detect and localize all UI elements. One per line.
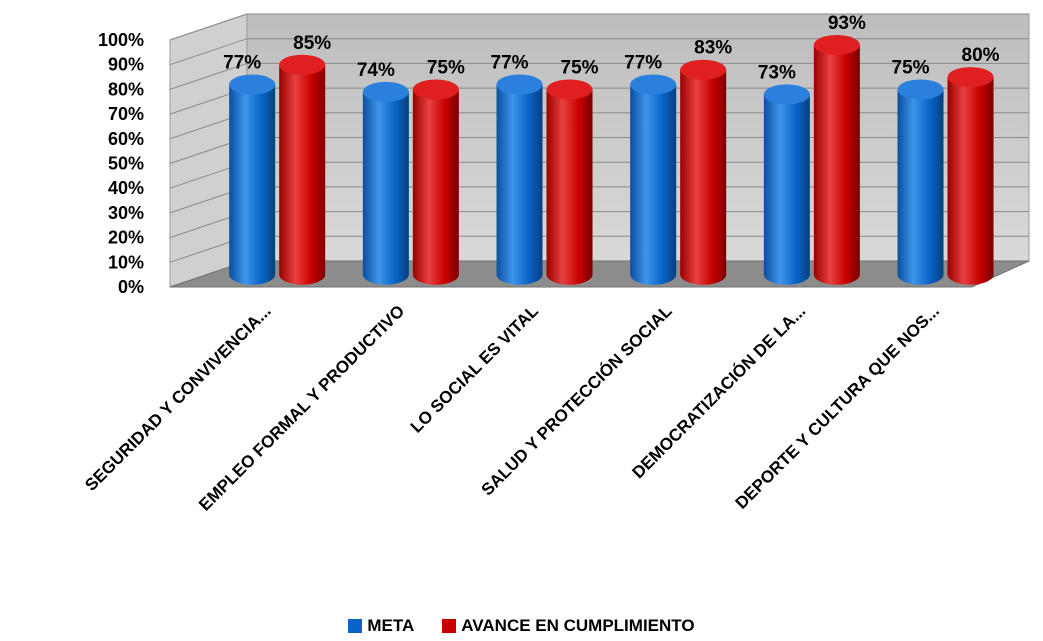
y-tick-label: 90% [108, 55, 144, 75]
x-category-label: LO SOCIAL ES VITAL [407, 301, 542, 436]
bar-top [763, 84, 810, 105]
bar-body [897, 89, 944, 285]
bar-body [630, 84, 677, 285]
bar-avance [947, 67, 994, 285]
x-category-label: EMPLEO FORMAL Y PRODUCTIVO [195, 301, 408, 514]
bar-top [496, 74, 543, 95]
bar-meta [763, 84, 810, 285]
data-label-meta: 77% [624, 53, 662, 74]
bar-avance [680, 59, 727, 285]
data-label-meta: 77% [491, 53, 529, 74]
bar-avance [279, 54, 326, 285]
y-tick-label: 50% [108, 154, 144, 174]
bar-top [279, 54, 326, 75]
bar-top [546, 79, 593, 100]
data-label-avance: 83% [694, 38, 732, 59]
y-tick-label: 0% [118, 277, 144, 297]
bar-body [546, 89, 593, 285]
bar-body [763, 94, 810, 285]
bar-top [680, 59, 727, 80]
y-tick-label: 30% [108, 203, 144, 223]
y-axis: 0% 10% 20% 30% 40% 50% 60% 70% 80% 90% 100% [98, 30, 144, 297]
bar-top [229, 74, 276, 95]
bar-body [279, 64, 326, 285]
bar-body [229, 84, 276, 285]
data-label-meta: 77% [223, 53, 261, 74]
bar-body [412, 89, 459, 285]
bar-body [496, 84, 543, 285]
x-axis: SEGURIDAD Y CONVIVENCIA...EMPLEO FORMAL … [81, 301, 943, 514]
legend-item-meta: META [348, 616, 414, 636]
data-label-avance: 80% [962, 45, 1000, 66]
bar-top [813, 34, 860, 55]
y-tick-label: 60% [108, 129, 144, 149]
y-tick-label: 100% [98, 30, 144, 50]
y-tick-label: 70% [108, 104, 144, 124]
bar-top [947, 67, 994, 88]
legend-label-avance: AVANCE EN CUMPLIMIENTO [461, 616, 695, 635]
data-labels: 77% 85% 74% 75% 77% 75% 77% 83% 73% 93% 75% 80% [223, 13, 999, 83]
bar-meta [897, 79, 944, 285]
bar-top [630, 74, 677, 95]
bar-meta [362, 81, 409, 285]
gridline [169, 13, 1029, 41]
legend-swatch-meta [348, 619, 363, 633]
bar-body [813, 44, 860, 285]
gridline [169, 62, 1029, 90]
legend-item-avance: AVANCE EN CUMPLIMIENTO [442, 616, 695, 636]
data-label-meta: 73% [758, 62, 796, 83]
chart: 0% 10% 20% 30% 40% 50% 60% 70% 80% 90% 100% 77% 85%… [81, 13, 1030, 515]
gridline [169, 38, 1029, 66]
bar-avance [813, 34, 860, 285]
bar-meta [630, 74, 677, 285]
data-label-avance: 75% [561, 57, 599, 78]
bar-avance [412, 79, 459, 285]
bar-top [897, 79, 944, 100]
data-label-meta: 74% [357, 60, 395, 81]
y-tick-label: 20% [108, 228, 144, 248]
data-label-avance: 75% [427, 57, 465, 78]
bars [229, 34, 994, 285]
y-tick-label: 80% [108, 79, 144, 99]
bar-top [362, 81, 409, 102]
bar-top [412, 79, 459, 100]
y-tick-label: 40% [108, 178, 144, 198]
data-label-avance: 93% [828, 13, 866, 34]
bar-body [362, 91, 409, 285]
data-label-avance: 85% [293, 33, 331, 54]
bar-avance [546, 79, 593, 285]
legend-label-meta: META [367, 616, 415, 635]
bar-meta [496, 74, 543, 285]
bar-body [947, 77, 994, 285]
data-label-meta: 75% [892, 57, 930, 78]
bar-body [680, 69, 727, 285]
legend: META AVANCE EN CUMPLIMIENTO [0, 616, 1043, 636]
bar-meta [229, 74, 276, 285]
y-tick-label: 10% [108, 252, 144, 272]
legend-swatch-avance [442, 619, 457, 633]
